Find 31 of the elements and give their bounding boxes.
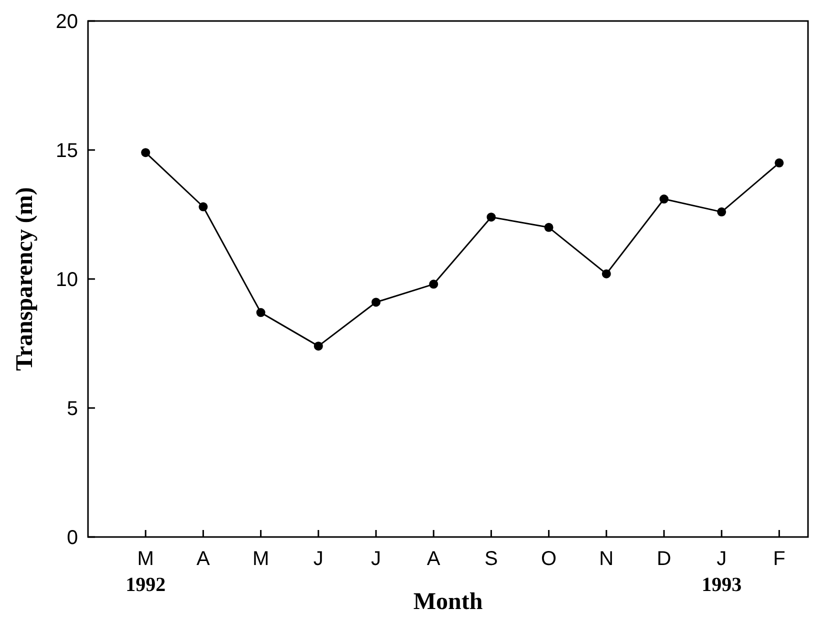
point <box>198 202 208 212</box>
x-tick-label: O <box>541 548 557 570</box>
y-tick-label: 20 <box>56 11 78 33</box>
point <box>372 298 380 307</box>
point <box>141 148 150 158</box>
x-tick-label: J <box>371 548 381 570</box>
y-axis-title: Transparency (m) <box>12 187 38 371</box>
point <box>544 222 554 232</box>
x-tick-label: J <box>313 548 324 570</box>
x-tick-label: N <box>599 548 614 570</box>
x-tick-label: A <box>196 548 211 570</box>
y-tick-label: 10 <box>56 269 78 291</box>
x-tick-label: J 1993 <box>702 548 742 596</box>
x-axis-title: Month <box>413 589 483 615</box>
y-tick-label: 0 <box>66 527 78 549</box>
x-tick-label: S <box>484 548 498 570</box>
point <box>256 308 266 318</box>
point <box>660 194 668 204</box>
x-tick-label: A <box>426 548 441 570</box>
point <box>717 207 726 216</box>
y-tick-label: 15 <box>56 140 78 162</box>
point <box>774 158 784 168</box>
point <box>486 212 496 222</box>
point <box>429 280 438 289</box>
x-tick-label: M <box>252 548 270 570</box>
y-tick-label: 5 <box>66 398 78 420</box>
point <box>314 342 323 351</box>
point <box>602 269 611 278</box>
x-tick-label: D <box>656 548 672 570</box>
x-tick-label: M 1992 <box>126 548 166 596</box>
x-tick-label: F <box>773 548 786 570</box>
